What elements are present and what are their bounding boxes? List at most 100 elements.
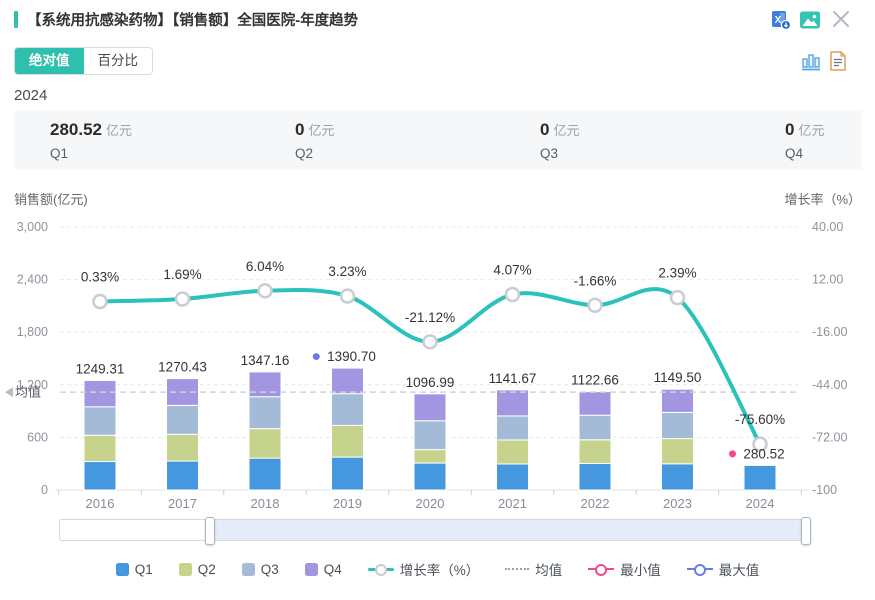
- legend-label-q3: Q3: [260, 561, 279, 577]
- growth-marker-2021: [504, 286, 521, 303]
- datazoom-left-handle[interactable]: [205, 517, 216, 545]
- growth-label-2021: 4.07%: [493, 262, 531, 277]
- legend-item-q4[interactable]: Q4: [304, 561, 342, 577]
- left-axis-tick: 2,400: [17, 273, 48, 287]
- stat-q3-unit: 亿元: [553, 123, 580, 138]
- legend-item-min[interactable]: 最小值: [588, 559, 661, 579]
- stat-q2-label: Q2: [295, 146, 314, 161]
- legend-label-q1: Q1: [134, 561, 153, 577]
- datazoom-right-handle[interactable]: [801, 517, 811, 545]
- right-axis-tick: -72.00: [812, 430, 847, 444]
- bar-2021-Q2: [496, 439, 529, 465]
- quarter-stats-band: 280.52 亿元 Q1 0 亿元 Q2 0 亿元 Q3 0 亿元 Q4: [14, 111, 861, 169]
- legend-item-q3[interactable]: Q3: [241, 561, 279, 577]
- total-label-2017: 1270.43: [158, 360, 207, 375]
- bar-2016-Q1: [83, 461, 117, 491]
- mean-line-arrow: [5, 387, 13, 398]
- growth-marker-2016: [92, 293, 108, 310]
- datazoom-track[interactable]: [59, 517, 811, 545]
- legend-label-q2: Q2: [197, 561, 216, 577]
- x-axis-label: 2021: [498, 496, 527, 511]
- left-axis-tick: 0: [41, 483, 48, 497]
- left-axis-tick: 1,800: [17, 325, 48, 339]
- left-axis-tick: 600: [27, 430, 48, 444]
- legend-item-mean[interactable]: 均值: [505, 559, 562, 579]
- bar-2023-Q2: [661, 438, 694, 465]
- left-axis-tick: 1,200: [17, 378, 48, 392]
- x-axis-label: 2024: [746, 496, 775, 511]
- total-label-2016: 1249.31: [76, 361, 125, 376]
- bar-2023-Q4: [661, 388, 694, 413]
- growth-rate-legend-symbol: [367, 563, 394, 576]
- excel-export-icon[interactable]: X: [770, 9, 792, 31]
- x-axis-label: 2018: [251, 496, 280, 511]
- x-axis-label: 2017: [168, 496, 197, 511]
- legend-item-q1[interactable]: Q1: [115, 561, 153, 577]
- growth-label-2022: -1.66%: [574, 273, 617, 288]
- stat-q3: 0 亿元 Q3: [540, 120, 579, 161]
- bar-2019-Q4: [331, 367, 364, 395]
- total-label-2024: 280.52: [743, 446, 784, 461]
- report-document-icon[interactable]: [827, 50, 849, 72]
- stat-q2-unit: 亿元: [308, 123, 335, 138]
- q3-legend-symbol: [241, 562, 255, 576]
- bar-2016-Q3: [83, 406, 117, 436]
- bar-2018-Q1: [248, 457, 282, 491]
- mean-legend-symbol: [505, 568, 530, 570]
- growth-marker-2024: [752, 436, 768, 452]
- legend-item-growth-rate[interactable]: 增长率（%）: [367, 559, 480, 579]
- bar-2022-Q1: [578, 462, 612, 491]
- growth-marker-2020: [422, 334, 438, 350]
- bar-2019-Q2: [331, 424, 364, 458]
- bar-2022-Q3: [578, 414, 612, 441]
- legend-label-min: 最小值: [620, 563, 661, 578]
- bar-2017-Q2: [166, 433, 199, 462]
- total-label-2021: 1141.67: [489, 371, 537, 386]
- bar-2022-Q4: [578, 391, 612, 416]
- legend-label-mean: 均值: [535, 563, 563, 578]
- x-axis-label: 2016: [86, 496, 115, 511]
- right-axis-title: 增长率（%）: [784, 192, 861, 207]
- image-export-icon[interactable]: [799, 9, 821, 31]
- max-value-dot: [312, 353, 320, 361]
- bar-2019-Q3: [331, 393, 364, 426]
- bar-2018-Q4: [248, 371, 282, 398]
- stat-q1: 280.52 亿元 Q1: [50, 120, 132, 161]
- stat-q3-value: 0: [540, 120, 550, 139]
- stat-q4-value: 0: [785, 120, 795, 139]
- tab-absolute-value[interactable]: 绝对值: [15, 48, 84, 74]
- growth-marker-2018: [257, 283, 273, 299]
- total-label-2023: 1149.50: [654, 370, 702, 385]
- growth-label-2018: 6.04%: [246, 259, 284, 274]
- bar-2023-Q3: [661, 411, 694, 440]
- bar-2020-Q2: [413, 449, 447, 464]
- stat-q4: 0 亿元 Q4: [785, 120, 824, 161]
- legend-label-growth-rate: 增长率（%）: [399, 563, 480, 578]
- growth-label-2016: 0.33%: [81, 270, 119, 285]
- stat-q2-value: 0: [295, 120, 305, 139]
- bar-2019-Q1: [331, 456, 364, 491]
- x-axis-label: 2019: [333, 496, 362, 511]
- tab-percentage[interactable]: 百分比: [83, 48, 152, 74]
- legend-label-q4: Q4: [323, 561, 342, 577]
- bar-chart-view-icon[interactable]: [800, 50, 822, 72]
- stat-q4-label: Q4: [785, 146, 804, 161]
- bar-2021-Q1: [496, 463, 529, 491]
- right-axis-tick: -100: [812, 483, 837, 497]
- bar-2017-Q3: [166, 404, 199, 435]
- total-label-2018: 1347.16: [241, 353, 290, 368]
- datazoom-selected-window[interactable]: [209, 520, 808, 540]
- growth-marker-2019: [339, 288, 356, 304]
- stat-q4-unit: 亿元: [798, 123, 825, 138]
- legend-item-q2[interactable]: Q2: [178, 561, 216, 577]
- value-mode-tabs: 绝对值 百分比: [14, 47, 153, 75]
- q4-legend-symbol: [304, 562, 318, 576]
- bar-2024-Q1: [743, 464, 777, 491]
- trend-chart: 3,000 2,400 1,800 1,200 600 0 40.00 12.00 -16.00…: [5, 220, 847, 511]
- growth-marker-2017: [174, 291, 191, 307]
- chart-legend: Q1 Q2 Q3 Q4 增长率（%） 均值 最小值 最大值: [0, 559, 875, 579]
- close-icon[interactable]: [832, 10, 854, 32]
- legend-item-max[interactable]: 最大值: [686, 559, 759, 579]
- left-axis-tick: 3,000: [17, 220, 48, 234]
